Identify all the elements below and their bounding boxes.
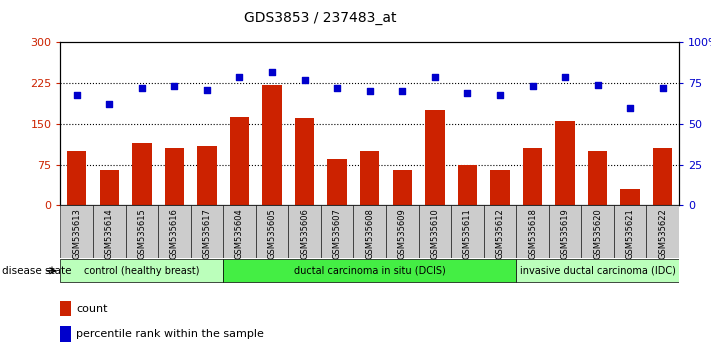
Text: GSM535605: GSM535605 (267, 208, 277, 259)
Point (592, 82, 604, 88)
Bar (582, 205, 614, 258)
Bar (588, 151, 607, 205)
Point (527, 84, 538, 89)
Text: percentile rank within the sample: percentile rank within the sample (76, 329, 264, 339)
Bar (419, 205, 451, 258)
Bar (646, 205, 679, 258)
Bar (158, 205, 191, 258)
Bar (392, 170, 412, 205)
Bar (289, 205, 321, 258)
Text: GSM535609: GSM535609 (397, 208, 407, 259)
Text: GSM535613: GSM535613 (73, 208, 81, 259)
Text: GSM535615: GSM535615 (137, 208, 146, 259)
Text: GSM535611: GSM535611 (463, 208, 472, 259)
Bar (360, 151, 380, 205)
Text: GSM535618: GSM535618 (528, 208, 537, 259)
Text: disease state: disease state (2, 266, 72, 276)
Point (657, 85, 668, 91)
Bar (60, 205, 93, 258)
Text: GSM535619: GSM535619 (560, 208, 570, 259)
Bar (60, 301, 71, 316)
Bar (126, 205, 158, 258)
Point (494, 92, 506, 97)
Bar (386, 205, 419, 258)
Bar (523, 148, 542, 205)
Point (461, 90, 473, 96)
Bar (67, 151, 87, 205)
Text: GDS3853 / 237483_at: GDS3853 / 237483_at (244, 11, 397, 25)
Point (560, 74, 571, 80)
Bar (425, 110, 444, 205)
Bar (165, 148, 184, 205)
Bar (614, 205, 646, 258)
Text: GSM535616: GSM535616 (170, 208, 179, 259)
Bar (490, 170, 510, 205)
Bar (483, 205, 516, 258)
Point (331, 85, 343, 91)
Bar (621, 189, 640, 205)
Point (299, 77, 310, 83)
Text: GSM535621: GSM535621 (626, 208, 635, 259)
Point (429, 74, 441, 80)
Bar (295, 119, 314, 205)
Text: control (healthy breast): control (healthy breast) (84, 266, 200, 276)
Point (71, 92, 82, 97)
Bar (451, 205, 483, 258)
Point (201, 87, 213, 92)
Point (169, 84, 180, 89)
Bar (230, 117, 250, 205)
Text: GSM535610: GSM535610 (430, 208, 439, 259)
Bar (516, 259, 679, 282)
Text: GSM535612: GSM535612 (496, 208, 504, 259)
Point (234, 74, 245, 80)
Bar (197, 145, 217, 205)
Text: GSM535606: GSM535606 (300, 208, 309, 259)
Text: GSM535617: GSM535617 (203, 208, 211, 259)
Text: GSM535614: GSM535614 (105, 208, 114, 259)
Point (136, 85, 147, 91)
Bar (353, 205, 386, 258)
Bar (256, 205, 289, 258)
Bar (653, 148, 673, 205)
Bar (327, 159, 347, 205)
Text: GSM535604: GSM535604 (235, 208, 244, 259)
Bar (458, 165, 477, 205)
Text: invasive ductal carcinoma (IDC): invasive ductal carcinoma (IDC) (520, 266, 675, 276)
Text: GSM535620: GSM535620 (593, 208, 602, 259)
Text: ductal carcinoma in situ (DCIS): ductal carcinoma in situ (DCIS) (294, 266, 446, 276)
Point (104, 102, 115, 107)
Bar (93, 205, 126, 258)
Text: GSM535607: GSM535607 (333, 208, 342, 259)
Point (267, 69, 278, 75)
Bar (60, 259, 223, 282)
Text: GSM535622: GSM535622 (658, 208, 667, 259)
Bar (321, 205, 353, 258)
Bar (60, 326, 71, 342)
Bar (555, 121, 574, 205)
Bar (223, 205, 256, 258)
Point (624, 105, 636, 110)
Bar (132, 143, 151, 205)
Text: count: count (76, 303, 107, 314)
Text: GSM535608: GSM535608 (365, 208, 374, 259)
Bar (516, 205, 549, 258)
Bar (100, 170, 119, 205)
Point (364, 88, 375, 94)
Bar (262, 85, 282, 205)
Bar (549, 205, 582, 258)
Bar (223, 259, 516, 282)
Bar (191, 205, 223, 258)
Point (397, 88, 408, 94)
